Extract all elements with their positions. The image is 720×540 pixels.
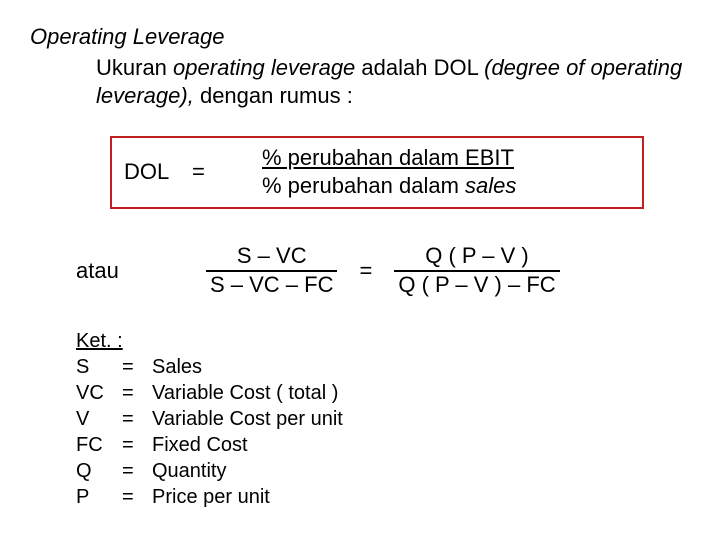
ket-desc: Fixed Cost bbox=[152, 432, 349, 458]
formula2-right-den: Q ( P – V ) – FC bbox=[394, 272, 559, 298]
ket-row: P=Price per unit bbox=[76, 484, 349, 510]
ket-desc: Sales bbox=[152, 354, 349, 380]
ket-symbol: V bbox=[76, 406, 122, 432]
ket-block: Ket. : S=SalesVC=Variable Cost ( total )… bbox=[76, 328, 694, 510]
ket-desc: Variable Cost per unit bbox=[152, 406, 349, 432]
ket-row: VC=Variable Cost ( total ) bbox=[76, 380, 349, 406]
formula2-right-num: Q ( P – V ) bbox=[394, 243, 559, 271]
formula2-row: atau S – VC S – VC – FC = Q ( P – V ) Q … bbox=[76, 243, 694, 298]
ket-symbol: VC bbox=[76, 380, 122, 406]
ket-eq: = bbox=[122, 380, 152, 406]
formula1-line2-prefix: % perubahan dalam bbox=[262, 173, 465, 198]
formula2-left-num: S – VC bbox=[206, 243, 337, 271]
formula1-line1-prefix: % perubahan dalam bbox=[262, 145, 465, 170]
formula2-right-fraction: Q ( P – V ) Q ( P – V ) – FC bbox=[394, 243, 559, 298]
intro-ital1: operating leverage bbox=[173, 55, 355, 80]
ket-title: Ket. : bbox=[76, 328, 694, 354]
formula1-line1-suffix: EBIT bbox=[465, 145, 514, 170]
ket-symbol: Q bbox=[76, 458, 122, 484]
ket-desc: Price per unit bbox=[152, 484, 349, 510]
formula1-rhs: % perubahan dalam EBIT % perubahan dalam… bbox=[262, 144, 516, 199]
formula1-line2-ital: sales bbox=[465, 173, 516, 198]
intro-part1: Ukuran bbox=[96, 55, 173, 80]
ket-desc: Variable Cost ( total ) bbox=[152, 380, 349, 406]
formula1-line1: % perubahan dalam EBIT bbox=[262, 144, 516, 172]
ket-eq: = bbox=[122, 354, 152, 380]
ket-symbol: S bbox=[76, 354, 122, 380]
ket-table: S=SalesVC=Variable Cost ( total )V=Varia… bbox=[76, 354, 349, 510]
dol-formula-box: DOL = % perubahan dalam EBIT % perubahan… bbox=[110, 136, 644, 209]
formula1-line2: % perubahan dalam sales bbox=[262, 172, 516, 200]
intro-part2: adalah DOL bbox=[355, 55, 484, 80]
heading-operating-leverage: Operating Leverage bbox=[30, 24, 694, 50]
formula1-eq: = bbox=[192, 159, 262, 185]
formula2-left-fraction: S – VC S – VC – FC bbox=[206, 243, 337, 298]
ket-eq: = bbox=[122, 484, 152, 510]
ket-symbol: FC bbox=[76, 432, 122, 458]
ket-row: Q=Quantity bbox=[76, 458, 349, 484]
ket-symbol: P bbox=[76, 484, 122, 510]
intro-part3: dengan rumus : bbox=[194, 83, 353, 108]
ket-row: V=Variable Cost per unit bbox=[76, 406, 349, 432]
formula2-left-den: S – VC – FC bbox=[206, 272, 337, 298]
formula2-eq: = bbox=[337, 258, 394, 284]
ket-eq: = bbox=[122, 458, 152, 484]
ket-row: FC=Fixed Cost bbox=[76, 432, 349, 458]
intro-text: Ukuran operating leverage adalah DOL (de… bbox=[96, 54, 684, 110]
ket-eq: = bbox=[122, 432, 152, 458]
ket-row: S=Sales bbox=[76, 354, 349, 380]
ket-desc: Quantity bbox=[152, 458, 349, 484]
atau-label: atau bbox=[76, 258, 206, 284]
slide-page: Operating Leverage Ukuran operating leve… bbox=[0, 0, 720, 540]
ket-eq: = bbox=[122, 406, 152, 432]
formula1-lhs: DOL bbox=[124, 159, 192, 185]
